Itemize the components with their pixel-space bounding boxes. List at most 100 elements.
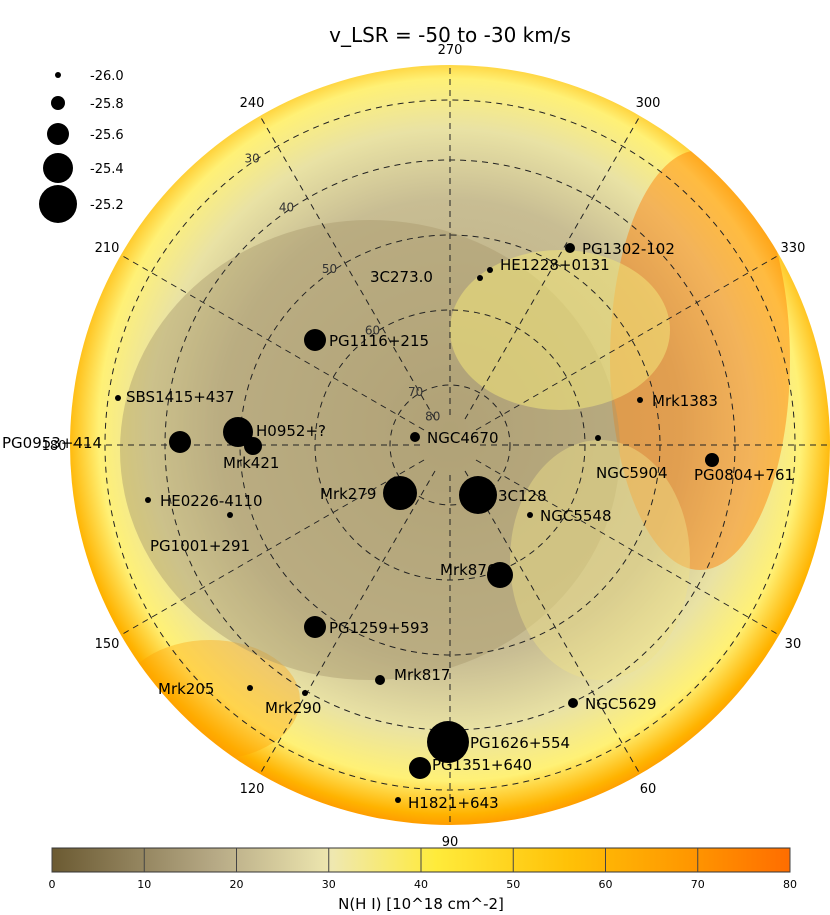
size-legend: -26.0 -25.8 -25.6 -25.4 -25.2 xyxy=(39,69,124,223)
source-dot xyxy=(383,476,417,510)
legend-label: -25.6 xyxy=(90,128,124,143)
source-dot xyxy=(565,243,575,253)
source-marker: PG0953+414 xyxy=(2,431,191,453)
source-dot xyxy=(169,431,191,453)
longitude-label: 240 xyxy=(240,96,265,111)
longitude-line xyxy=(120,254,425,431)
latitude-label: 40 xyxy=(279,201,294,215)
texture-patches xyxy=(120,150,790,760)
source-dot xyxy=(247,685,253,691)
source-label: NGC5548 xyxy=(540,507,612,525)
colorbar-tick-label: 30 xyxy=(322,878,336,891)
source-label: PG0804+761 xyxy=(694,466,794,484)
source-label: HE1228+0131 xyxy=(500,256,610,274)
source-marker: HE1228+0131 xyxy=(487,256,610,274)
legend-dot xyxy=(47,123,69,145)
longitude-line xyxy=(120,459,425,636)
source-dot xyxy=(637,397,643,403)
source-dot xyxy=(304,616,326,638)
source-dot xyxy=(115,395,121,401)
latitude-circle xyxy=(389,384,511,506)
source-marker: PG0804+761 xyxy=(694,453,794,484)
source-dot xyxy=(145,497,151,503)
source-dot xyxy=(375,675,385,685)
longitude-label: 210 xyxy=(95,241,120,256)
texture-patch xyxy=(450,250,670,410)
latitude-circle xyxy=(104,99,796,791)
source-dot xyxy=(527,512,533,518)
colorbar-tick-label: 20 xyxy=(230,878,244,891)
longitude-label: 30 xyxy=(785,637,802,652)
legend-dot xyxy=(55,72,61,78)
source-label: Mrk1383 xyxy=(652,392,718,410)
longitude-label: 300 xyxy=(636,96,661,111)
source-marker: SBS1415+437 xyxy=(115,388,234,406)
source-dot xyxy=(487,562,513,588)
longitude-label: 150 xyxy=(95,637,120,652)
source-marker: Mrk290 xyxy=(265,690,321,717)
source-marker: PG1351+640 xyxy=(409,756,532,779)
longitude-label: 180 xyxy=(42,439,67,454)
source-dot xyxy=(227,512,233,518)
source-label: 3C128 xyxy=(498,487,547,505)
colorbar-ticks: 0 10 20 30 40 50 60 70 80 xyxy=(49,848,797,891)
source-dot xyxy=(302,690,308,696)
longitude-line xyxy=(475,459,780,636)
colorbar-tick-label: 60 xyxy=(599,878,613,891)
source-label: PG0953+414 xyxy=(2,434,102,452)
longitude-line xyxy=(464,115,641,420)
source-label: Mrk205 xyxy=(158,680,214,698)
source-label: PG1001+291 xyxy=(150,537,250,555)
source-label: Mrk876 xyxy=(440,561,496,579)
longitude-label: 120 xyxy=(240,782,265,797)
colorbar-tick-label: 80 xyxy=(783,878,797,891)
source-label: PG1626+554 xyxy=(470,734,570,752)
source-dot xyxy=(568,698,578,708)
source-marker: PG1302-102 xyxy=(565,240,675,258)
colorbar-tick-label: 40 xyxy=(414,878,428,891)
source-label: Mrk290 xyxy=(265,699,321,717)
source-marker: NGC5904 xyxy=(595,435,668,482)
source-label: Mrk817 xyxy=(394,666,450,684)
source-label: H0952+? xyxy=(256,422,326,440)
longitude-labels: 2703003300306090120150180210240 xyxy=(42,43,806,850)
latitude-label: 30 xyxy=(244,151,259,165)
source-marker: H1821+643 xyxy=(395,794,499,812)
source-marker: NGC5629 xyxy=(568,695,657,713)
source-marker: PG1116+215 xyxy=(304,329,429,351)
longitude-line xyxy=(259,115,436,420)
source-marker: H0952+? xyxy=(223,417,326,447)
source-label: NGC5904 xyxy=(596,464,668,482)
longitude-label: 330 xyxy=(781,241,806,256)
source-label: PG1116+215 xyxy=(329,332,429,350)
source-marker: Mrk817 xyxy=(375,666,450,685)
source-dot xyxy=(487,267,493,273)
source-marker: NGC5548 xyxy=(527,507,612,525)
source-marker: PG1259+593 xyxy=(304,616,429,638)
longitude-label: 90 xyxy=(442,835,459,850)
longitude-label: 60 xyxy=(640,782,657,797)
source-label: PG1259+593 xyxy=(329,619,429,637)
colorbar-tick-label: 70 xyxy=(691,878,705,891)
source-marker: PG1001+291 xyxy=(150,512,250,555)
longitude-line xyxy=(475,254,780,431)
texture-patch xyxy=(610,150,790,570)
source-marker: Mrk421 xyxy=(223,437,279,472)
source-marker: 3C128 xyxy=(459,476,547,514)
graticule xyxy=(70,65,830,825)
legend-label: -26.0 xyxy=(90,69,124,84)
legend-label: -25.8 xyxy=(90,97,124,112)
map-title: v_LSR = -50 to -30 km/s xyxy=(329,23,571,47)
legend-label: -25.4 xyxy=(90,162,124,177)
source-label: HE0226-4110 xyxy=(160,492,263,510)
column-density-disk xyxy=(70,65,830,825)
source-marker: Mrk876 xyxy=(440,561,513,588)
colorbar-label: N(H I) [10^18 cm^-2] xyxy=(338,895,504,913)
texture-patch xyxy=(510,440,690,680)
latitude-label: 60 xyxy=(365,323,380,337)
source-marker: 3C273.0 xyxy=(370,268,483,286)
colorbar-tick-label: 0 xyxy=(49,878,56,891)
source-dot xyxy=(459,476,497,514)
